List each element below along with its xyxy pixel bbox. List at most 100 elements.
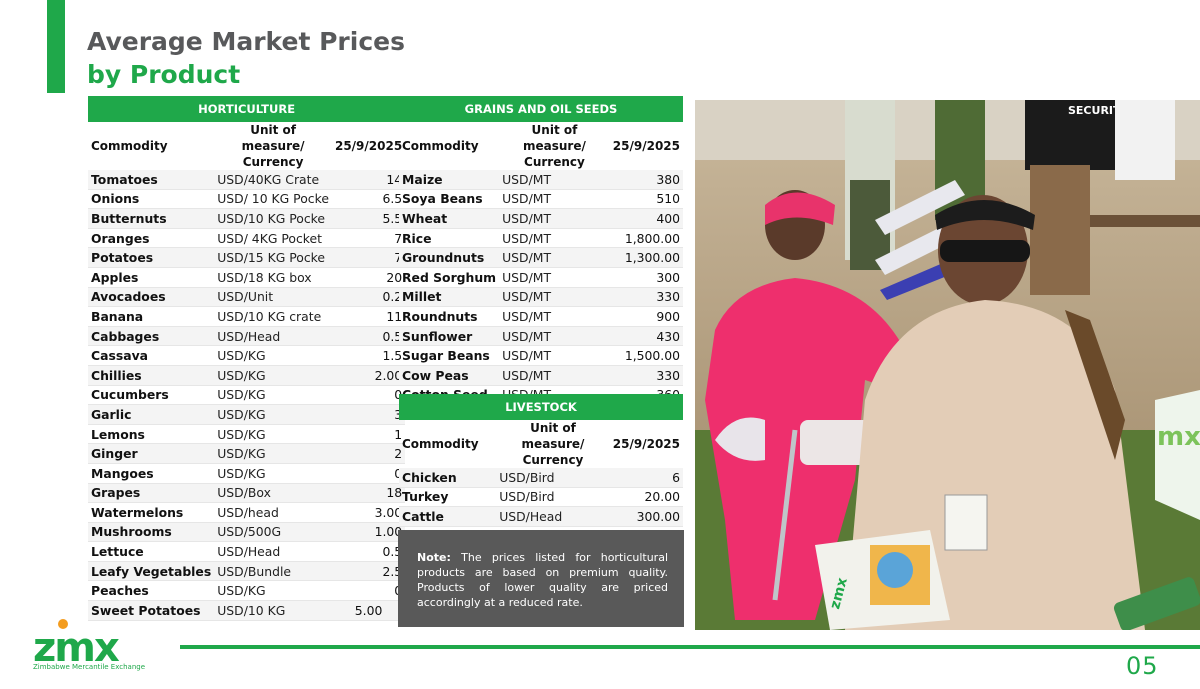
commodity-cell: Ginger: [88, 443, 215, 464]
commodity-cell: Grapes: [88, 483, 215, 504]
market-photo: SECURIT zmx mx: [695, 100, 1200, 630]
price-cell: 7: [331, 247, 406, 268]
table-row: Wheat USD/MT 400: [399, 208, 683, 229]
unit-cell: USD/MT: [499, 247, 610, 268]
column-header-commodity: Commodity: [402, 437, 479, 451]
unit-cell: USD/18 KG box: [214, 267, 332, 288]
commodity-cell: Millet: [399, 287, 500, 308]
column-header-unit: Unit of measure/ Currency: [521, 421, 585, 467]
price-cell: 5.5: [331, 208, 406, 229]
price-cell: 1,500.00: [609, 345, 683, 366]
unit-cell: USD/KG: [214, 404, 332, 425]
unit-cell: USD/MT: [499, 345, 610, 366]
unit-cell: USD/Unit: [214, 287, 332, 308]
table-row: Cow Peas USD/MT 330: [399, 365, 683, 386]
commodity-cell: Sunflower: [399, 326, 500, 347]
price-cell: 1: [331, 424, 406, 445]
table-row: Ginger USD/KG 2: [88, 443, 406, 464]
page-title: Average Market Prices by Product: [87, 25, 405, 91]
commodity-cell: Watermelons: [88, 502, 215, 523]
unit-cell: USD/KG: [214, 463, 332, 484]
unit-cell: USD/MT: [499, 267, 610, 288]
commodity-cell: Cow Peas: [399, 365, 500, 386]
price-cell: 300: [609, 267, 683, 288]
commodity-cell: Mushrooms: [88, 522, 215, 543]
price-cell: 0: [331, 385, 406, 406]
footer-rule: [180, 645, 1200, 649]
title-accent-bar: [47, 0, 65, 93]
commodity-cell: Potatoes: [88, 247, 215, 268]
unit-cell: USD/KG: [214, 580, 332, 602]
column-header-commodity: Commodity: [91, 139, 168, 153]
unit-cell: USD/KG: [214, 424, 332, 445]
price-cell: 1.5: [331, 345, 406, 366]
photo-banner2-text: mx: [1157, 422, 1200, 452]
column-header-date: 25/9/2025: [612, 139, 680, 153]
commodity-cell: Soya Beans: [399, 189, 500, 210]
column-header-date: 25/9/2025: [334, 139, 403, 153]
unit-cell: USD/MT: [499, 208, 610, 229]
table-row: Millet USD/MT 330: [399, 287, 683, 308]
table-row: Butternuts USD/10 KG Pocke 5.5: [88, 208, 406, 229]
unit-cell: USD/MT: [499, 287, 610, 308]
horticulture-table: HORTICULTURE Commodity Unit of measure/ …: [88, 96, 406, 621]
price-cell: 20: [331, 267, 406, 288]
unit-cell: USD/MT: [499, 170, 610, 190]
price-cell: 0.5: [331, 541, 406, 562]
unit-cell: USD/KG: [214, 385, 332, 406]
commodity-cell: Lemons: [88, 424, 215, 445]
table-row: Lettuce USD/Head 0.5: [88, 541, 406, 562]
zmx-logo: zmx: [33, 617, 145, 673]
unit-cell: USD/15 KG Pocke: [214, 247, 332, 268]
unit-cell: USD/40KG Crate: [214, 170, 332, 190]
table-row: Maize USD/MT 380: [399, 170, 683, 190]
price-cell: 3.00: [331, 502, 406, 523]
unit-cell: USD/KG: [214, 345, 332, 366]
commodity-cell: Peaches: [88, 580, 215, 602]
photo-banner-text: SECURIT: [1068, 104, 1121, 117]
price-cell: 900: [609, 306, 683, 327]
table-row: Cabbages USD/Head 0.5: [88, 326, 406, 347]
price-cell: 2.5: [331, 561, 406, 582]
page-number: 05: [1126, 652, 1159, 680]
unit-cell: USD/MT: [499, 189, 610, 210]
note-label: Note:: [417, 551, 451, 564]
column-header-unit: Unit of measure/ Currency: [523, 123, 586, 169]
commodity-cell: Roundnuts: [399, 306, 500, 327]
unit-cell: USD/KG: [214, 365, 332, 386]
commodity-cell: Rice: [399, 228, 500, 249]
table-row: Mushrooms USD/500G 1.00: [88, 522, 406, 543]
unit-cell: USD/ 10 KG Pocke: [214, 189, 332, 210]
table-row: Oranges USD/ 4KG Pocket 7: [88, 228, 406, 249]
table-row: Onions USD/ 10 KG Pocke 6.5: [88, 189, 406, 210]
table-row: Tomatoes USD/40KG Crate 14: [88, 170, 406, 190]
commodity-cell: Maize: [399, 170, 500, 190]
price-cell: 330: [609, 365, 683, 386]
commodity-cell: Chicken: [399, 468, 497, 488]
commodity-cell: Oranges: [88, 228, 215, 249]
price-cell: 14: [331, 170, 406, 190]
table-row: Cassava USD/KG 1.5: [88, 345, 406, 366]
price-cell: 18: [331, 483, 406, 504]
commodity-cell: Cabbages: [88, 326, 215, 347]
horticulture-heading: HORTICULTURE: [88, 96, 406, 122]
price-cell: 0: [331, 580, 406, 602]
livestock-heading: LIVESTOCK: [399, 394, 683, 420]
unit-cell: USD/Bundle: [214, 561, 332, 582]
unit-cell: USD/KG: [214, 443, 332, 464]
commodity-cell: Garlic: [88, 404, 215, 425]
unit-cell: USD/Head: [214, 541, 332, 562]
unit-cell: USD/Box: [214, 483, 332, 504]
table-row: Sweet Potatoes USD/10 KG 5.00: [88, 600, 406, 621]
commodity-cell: Sugar Beans: [399, 345, 500, 366]
unit-cell: USD/ 4KG Pocket: [214, 228, 332, 249]
table-row: Apples USD/18 KG box 20: [88, 267, 406, 288]
commodity-cell: Butternuts: [88, 208, 215, 229]
commodity-cell: Banana: [88, 306, 215, 327]
table-row: Cattle USD/Head 300.00: [399, 506, 683, 527]
quality-note: Note: The prices listed for horticultura…: [398, 530, 684, 627]
unit-cell: USD/MT: [499, 228, 610, 249]
